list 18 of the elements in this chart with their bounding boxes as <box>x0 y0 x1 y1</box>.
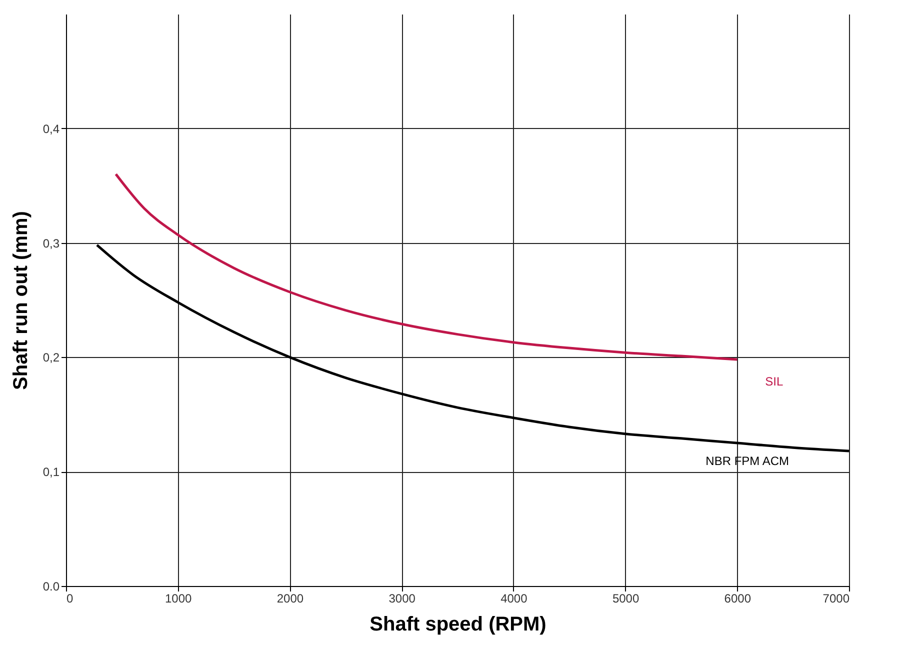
x-tick-label: 4000 <box>500 592 528 606</box>
line-series <box>96 244 850 452</box>
x-axis-title: Shaft speed (RPM) <box>370 614 546 636</box>
x-tick-label: 0 <box>66 592 74 606</box>
y-tick-label: 0,4 <box>42 122 60 136</box>
y-axis-title: Shaft run out (mm) <box>10 211 32 390</box>
y-tick-label: 0,3 <box>42 236 60 250</box>
text: SIL <box>765 374 784 388</box>
x-tick-label: 5000 <box>612 592 640 606</box>
x-tick-label: 1000 <box>165 592 192 606</box>
x-tick-label: 3000 <box>388 592 416 606</box>
x-tick-label: 2000 <box>276 592 304 606</box>
y-tick-label: 0,1 <box>42 465 60 480</box>
y-tick-label: 0.0 <box>42 580 60 594</box>
x-tick-label: 6000 <box>724 592 752 606</box>
x-tick-label: 7000 <box>822 592 850 606</box>
y-tick-label: 0,2 <box>42 350 60 365</box>
line-series <box>114 172 738 361</box>
